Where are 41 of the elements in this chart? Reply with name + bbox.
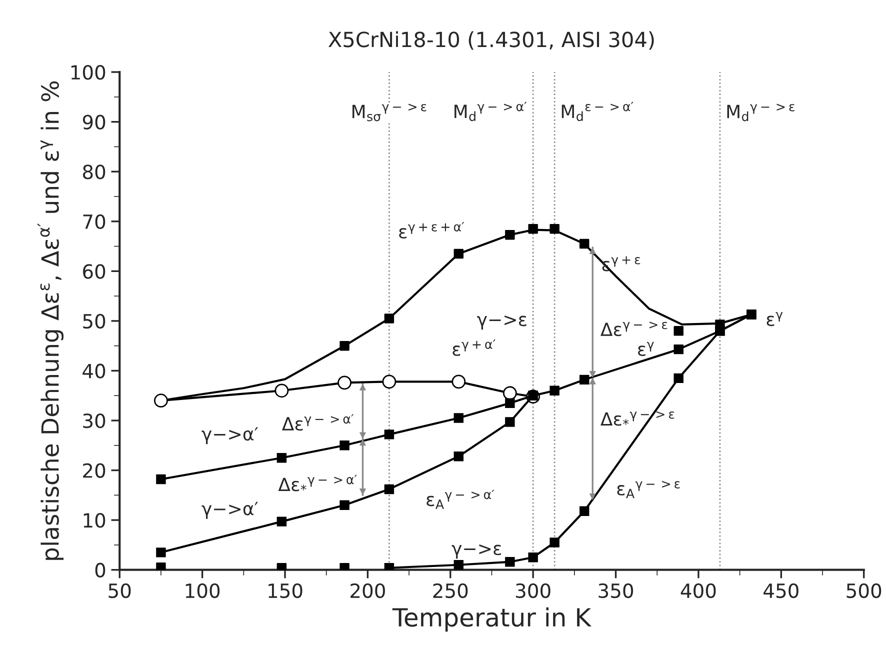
- annotation: ε$^{γ}$: [766, 312, 783, 326]
- x-tick-label: 350: [598, 583, 634, 598]
- annotation: γ−>ε: [452, 544, 502, 559]
- annotation: ε$_{A}$$^{γ−>α′}$: [426, 490, 494, 509]
- x-tick-label: 150: [268, 583, 302, 598]
- x-tick-label: 250: [433, 583, 468, 598]
- ref-line-label: M$_{d}$$^{ε−>α′}$: [562, 102, 634, 122]
- ref-line-label: M$_{sσ}$$^{γ−>ε}$: [352, 104, 426, 122]
- x-axis-title: Temperatur in K: [392, 607, 592, 632]
- annotation: Δε$^{γ−>ε}$: [600, 322, 668, 336]
- annotation: Δε$^{γ−>α′}$: [282, 414, 354, 431]
- ref-line-label: M$_{d}$$^{γ−>ε}$: [727, 104, 794, 122]
- x-tick-label: 450: [764, 583, 798, 598]
- x-tick-label: 50: [108, 583, 131, 598]
- annotation: γ−>α′: [202, 502, 258, 519]
- ref-line-label: M$_{d}$$^{γ−>α′}$: [454, 102, 527, 122]
- annotation: γ−>ε: [477, 315, 526, 330]
- y-tick-label: 10: [84, 513, 106, 528]
- x-tick-label: 300: [516, 583, 550, 598]
- x-tick-label: 400: [680, 583, 716, 598]
- x-tick-label: 100: [186, 583, 220, 598]
- y-tick-label: 50: [83, 314, 106, 329]
- y-tick-label: 80: [82, 164, 106, 180]
- annotation: ε$^{γ+ε+α′}$: [399, 222, 464, 238]
- y-axis-title: plastische Dehnung Δε$^{ε}$, Δε$^{α′}$ und ε$^{γ}$ in %: [38, 81, 64, 560]
- y-tick-label: 30: [83, 413, 106, 428]
- y-tick-label: 20: [83, 463, 106, 478]
- x-tick-label: 500: [846, 583, 882, 598]
- y-tick-label: 70: [83, 214, 106, 230]
- x-tick-label: 200: [350, 583, 385, 598]
- annotation: γ−>α′: [202, 427, 258, 444]
- y-tick-label: 0: [95, 562, 106, 578]
- y-tick-label: 40: [82, 364, 106, 378]
- y-tick-label: 60: [83, 264, 106, 279]
- y-tick-label: 90: [82, 114, 106, 130]
- annotation: ε$^{γ+α′}$: [452, 340, 496, 356]
- annotation: ε$^{γ}$: [638, 342, 654, 356]
- annotation: ε$_{A}$$^{γ−>ε}$: [617, 480, 680, 498]
- chart-title: X5CrNi18-10 (1.4301, AISI 304): [328, 31, 654, 50]
- y-tick-label: 100: [71, 65, 106, 80]
- annotation: Δε$_{*}$$^{γ−>α′}$: [278, 474, 357, 492]
